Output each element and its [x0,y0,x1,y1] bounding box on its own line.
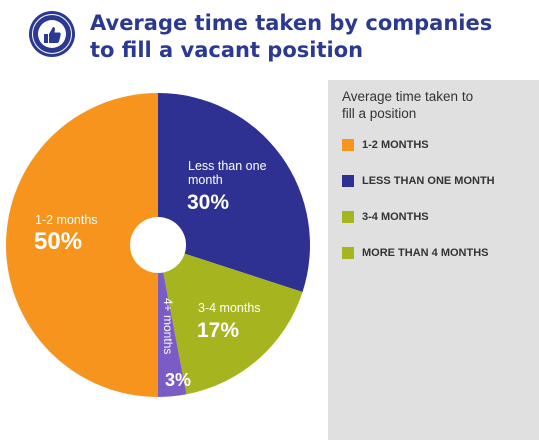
legend-label: MORE THAN 4 MONTHS [362,247,489,259]
slice-category-label: 3-4 months [198,301,261,315]
pie-slice-4-months [158,245,187,397]
legend-swatch [342,175,354,187]
header: Average time taken by companies to fill … [0,0,539,70]
legend-swatch [342,139,354,151]
legend-item: LESS THAN ONE MONTH [342,174,537,188]
legend-title: Average time taken to fill a position [342,88,532,122]
pie-slices [6,93,310,397]
slice-category-label: 4+ months [161,298,175,354]
legend-label: 1-2 MONTHS [362,139,429,151]
slice-category-label: month [188,173,223,187]
legend-item: 3-4 MONTHS [342,210,537,224]
legend-item: MORE THAN 4 MONTHS [342,246,537,260]
thumbs-up-badge-icon [29,11,75,57]
pie-slice-1-2-months [6,93,158,397]
legend-swatch [342,211,354,223]
legend-item: 1-2 MONTHS [342,138,537,152]
pie-slice-less-than-one-month [158,93,310,292]
legend-swatch [342,247,354,259]
slice-category-label: 1-2 months [35,213,98,227]
slice-value-label: 50% [34,228,82,255]
slice-value-label: 30% [187,191,229,214]
pie-slice-3-4-months [158,245,303,395]
title-line-2: to fill a vacant position [90,38,364,62]
legend-panel: Average time taken to fill a position 1-… [328,80,539,440]
title-line-1: Average time taken by companies [90,11,493,35]
legend-title-line-1: Average time taken to [342,89,474,104]
slice-value-label: 3% [165,370,191,390]
legend-title-line-2: fill a position [342,106,417,121]
legend-label: LESS THAN ONE MONTH [362,175,495,187]
slice-category-label: Less than one [188,159,267,173]
page-title: Average time taken by companies to fill … [90,10,530,64]
pie-center-hole [130,217,186,273]
legend-label: 3-4 MONTHS [362,211,429,223]
slice-value-label: 17% [197,319,239,342]
